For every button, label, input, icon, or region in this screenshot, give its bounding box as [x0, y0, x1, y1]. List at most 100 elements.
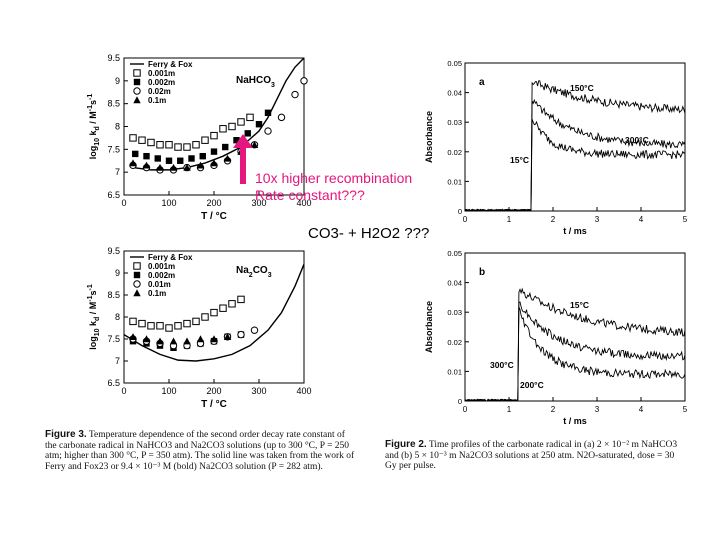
y-tick-label: 9 [115, 268, 120, 278]
data-point [192, 317, 200, 326]
data-point [255, 121, 263, 128]
legend-marker-icon [133, 78, 141, 86]
recombination-line-1: 10x higher recombination [255, 170, 413, 186]
data-point [210, 148, 218, 155]
fig2b-chart: 0 1 2 3 4 5 0 0.01 0.02 0.03 0.04 0.05 t / ms Absorba… [424, 249, 688, 426]
y-tick-label: 0.04 [447, 279, 462, 288]
data-point [264, 109, 272, 116]
recombination-annotation: 10x higher recombination Rate constant??… [255, 170, 412, 204]
data-point [129, 317, 137, 326]
x-tick-label: 5 [683, 405, 688, 414]
legend-marker-icon [133, 271, 141, 279]
data-point [132, 150, 139, 158]
data-point [142, 335, 151, 343]
data-point [156, 322, 164, 330]
data-point [165, 157, 173, 164]
chart-title-main: Na [236, 265, 249, 276]
data-point [143, 152, 150, 160]
y-axis-label-part: d [94, 126, 101, 130]
data-point [291, 90, 299, 99]
trace-label: 300°C [625, 135, 649, 145]
data-point [233, 137, 240, 144]
data-point [219, 125, 227, 133]
fig3-caption: Figure 3. Temperature dependence of the … [45, 429, 355, 472]
absorbance-trace [464, 119, 686, 212]
x-tick-label: 4 [639, 405, 644, 414]
chart-title-main: NaHCO [236, 75, 271, 86]
y-axis-label-group: log10 kd / M-1s-1 [87, 284, 101, 350]
y-tick-label: 0.02 [447, 148, 462, 157]
data-point [156, 163, 164, 171]
legend-label: 0.01m [148, 280, 171, 289]
y-tick-label: 0.03 [447, 118, 462, 127]
fig3-caption-text: Temperature dependence of the second ord… [45, 430, 355, 472]
y-axis-label-part: -1 [87, 284, 94, 290]
data-point [223, 154, 232, 162]
x-tick-label: 4 [639, 215, 644, 224]
legend-label: 0.001m [148, 69, 175, 78]
data-point [154, 155, 161, 162]
data-point [199, 152, 206, 160]
data-point [228, 122, 236, 131]
legend-label: 0.002m [148, 271, 175, 280]
data-point [129, 134, 137, 142]
y-tick-label: 0.03 [447, 308, 462, 317]
x-tick-label: 200 [206, 198, 221, 208]
data-point [169, 163, 178, 171]
legend-label: 0.002m [148, 78, 175, 87]
y-tick-label: 0.05 [447, 249, 462, 258]
x-tick-label: 200 [206, 386, 221, 396]
data-point [244, 130, 251, 137]
y-tick-label: 6.5 [107, 378, 120, 388]
data-point [183, 143, 191, 151]
data-point [201, 313, 209, 321]
fig3-caption-label: Figure 3. [45, 429, 87, 440]
data-point [156, 337, 164, 345]
y-tick-label: 8 [115, 312, 120, 322]
fig2-caption-label: Figure 2. [385, 439, 427, 450]
data-point [138, 136, 146, 144]
y-axis-label-part: k [88, 320, 98, 329]
panel-label: a [479, 77, 485, 88]
data-point [147, 138, 155, 147]
plot-frame [464, 62, 686, 212]
data-point [183, 319, 191, 328]
legend-marker-icon [133, 87, 141, 95]
data-point [237, 118, 245, 126]
y-axis-label-part: d [94, 317, 101, 321]
x-axis-label: T / °C [201, 399, 227, 410]
ferry-fox-curve [123, 263, 305, 362]
x-tick-label: 2 [551, 215, 556, 224]
legend-marker-icon [133, 262, 141, 270]
legend-marker-icon [133, 96, 141, 104]
y-tick-label: 8.5 [107, 99, 120, 109]
fig3-bottom-chart: 0 100 200 300 400 6.5 7 7.5 8 8.5 9 9.5 T / °C log10 … [87, 246, 312, 410]
y-tick-label: 0 [458, 207, 462, 216]
x-tick-label: 5 [683, 215, 688, 224]
data-point [237, 295, 245, 304]
data-point [156, 141, 164, 149]
y-tick-label: 9.5 [107, 53, 120, 63]
absorbance-trace [465, 80, 686, 212]
data-point [201, 136, 209, 144]
chart-title-sub: 3 [268, 272, 272, 279]
legend-label: 0.001m [148, 262, 175, 271]
chart-title: NaHCO3 [236, 75, 275, 89]
x-tick-label: 100 [161, 386, 176, 396]
legend-label: Ferry & Fox [148, 253, 193, 262]
data-point [165, 324, 173, 332]
x-tick-label: 400 [296, 386, 311, 396]
x-tick-label: 300 [251, 386, 266, 396]
y-tick-label: 7 [115, 356, 120, 366]
data-point [246, 113, 254, 122]
legend-label: 0.1m [148, 289, 166, 298]
y-axis-label: log10 kd / M-1s-1 [87, 94, 101, 160]
chart-title: Na2CO3 [236, 265, 272, 279]
y-tick-label: 0 [458, 397, 462, 406]
legend-label: Ferry & Fox [148, 60, 193, 69]
x-tick-label: 0 [463, 215, 468, 224]
data-point [147, 322, 155, 330]
y-tick-label: 0.01 [447, 367, 462, 376]
data-point [174, 143, 182, 151]
y-tick-label: 7 [115, 167, 120, 177]
